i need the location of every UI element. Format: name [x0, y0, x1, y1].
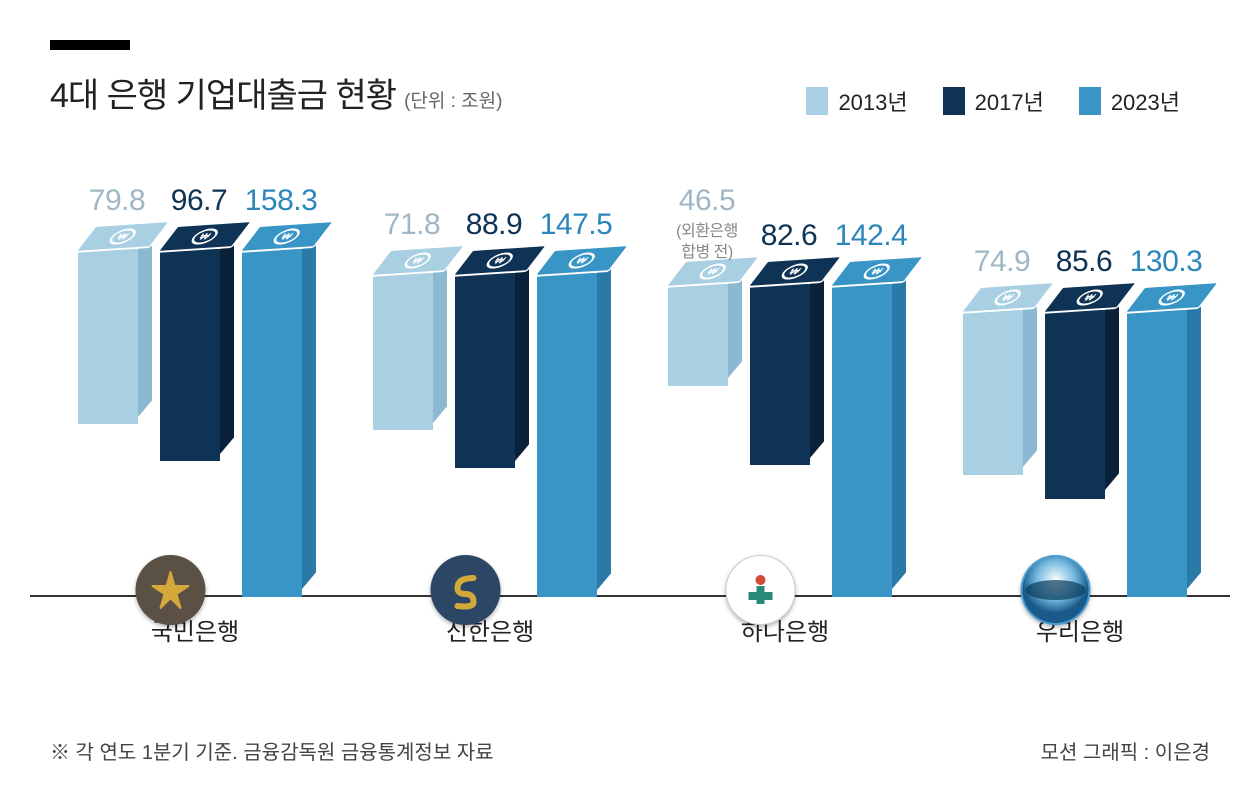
bar: ₩88.9 [455, 273, 525, 469]
bar-value-label: 46.5(외환은행합병 전) [662, 184, 752, 264]
bar-value-label: 96.7 [154, 184, 244, 218]
bar-value-label: 79.8 [72, 184, 162, 218]
bars-wrapper: ₩79.8₩96.7₩158.3 [60, 249, 330, 597]
bar-value-label: 130.3 [1121, 245, 1211, 279]
bar-front [455, 273, 515, 469]
bar-value-label: 142.4 [826, 219, 916, 253]
bank-name-label: 신한은행 [355, 612, 625, 647]
legend-label: 2023년 [1111, 85, 1180, 117]
footnote-left: ※ 각 연도 1분기 기준. 금융감독원 금융통계정보 자료 [50, 736, 494, 765]
bar: ₩85.6 [1045, 310, 1115, 498]
bar-value-label: 82.6 [744, 219, 834, 253]
bar-note-label: (외환은행합병 전) [662, 222, 752, 264]
bar: ₩158.3 [242, 249, 312, 597]
bars-wrapper: ₩46.5(외환은행합병 전)₩82.6₩142.4 [650, 284, 920, 597]
bar: ₩82.6 [750, 284, 820, 466]
bar: ₩79.8 [78, 249, 148, 425]
bank-logo-icon [431, 555, 501, 625]
legend: 2013년 2017년 2023년 [806, 85, 1210, 117]
bar-front [78, 249, 138, 425]
bar-side [1105, 286, 1119, 491]
title-accent-bar [50, 40, 130, 50]
bar-side [302, 224, 316, 589]
bank-name-label: 국민은행 [60, 612, 330, 647]
bar-value-label: 158.3 [236, 184, 326, 218]
legend-label: 2013년 [838, 85, 907, 117]
bar-front [750, 284, 810, 466]
legend-item-2017: 2017년 [943, 85, 1044, 117]
bar-value-label: 74.9 [957, 245, 1047, 279]
bar-front [242, 249, 302, 597]
footer-row: ※ 각 연도 1분기 기준. 금융감독원 금융통계정보 자료 모션 그래픽 : … [50, 736, 1210, 765]
chart-area: ₩79.8₩96.7₩158.3 국민은행 ₩71.8₩88.9₩147.5 신한은행… [50, 147, 1210, 677]
bars-wrapper: ₩71.8₩88.9₩147.5 [355, 273, 625, 598]
legend-swatch [943, 87, 965, 115]
bar: ₩96.7 [160, 249, 230, 462]
chart-title: 4대 은행 기업대출금 현황 [50, 68, 396, 117]
bar-side [1023, 286, 1037, 467]
title-block: 4대 은행 기업대출금 현황 (단위 : 조원) [50, 68, 502, 117]
bank-logo-icon [1021, 555, 1091, 625]
bar-side [515, 248, 529, 460]
bar-side [597, 248, 611, 589]
bar: ₩147.5 [537, 273, 607, 598]
bank-logo-icon [136, 555, 206, 625]
bar-front [1127, 310, 1187, 597]
bar-value-label: 147.5 [531, 208, 621, 242]
bar-value-label: 71.8 [367, 208, 457, 242]
footnote-right: 모션 그래픽 : 이은경 [1041, 736, 1210, 765]
bar-front [537, 273, 597, 598]
bar-front [963, 310, 1023, 475]
bar: ₩74.9 [963, 310, 1033, 475]
unit-label: (단위 : 조원) [404, 86, 502, 113]
legend-item-2013: 2013년 [806, 85, 907, 117]
bar-side [810, 259, 824, 457]
legend-swatch [806, 87, 828, 115]
bar-side [1187, 286, 1201, 589]
bar-front [1045, 310, 1105, 498]
header-row: 4대 은행 기업대출금 현황 (단위 : 조원) 2013년 2017년 202… [50, 68, 1210, 117]
bar-side [220, 224, 234, 453]
bar-front [668, 284, 728, 386]
legend-swatch [1079, 87, 1101, 115]
bar: ₩130.3 [1127, 310, 1197, 597]
bar: ₩46.5(외환은행합병 전) [668, 284, 738, 386]
bar-front [832, 284, 892, 597]
bank-logo-icon [726, 555, 796, 625]
legend-label: 2017년 [975, 85, 1044, 117]
bar: ₩71.8 [373, 273, 443, 431]
bar-front [373, 273, 433, 431]
bar-side [433, 248, 447, 423]
legend-item-2023: 2023년 [1079, 85, 1180, 117]
bars-wrapper: ₩74.9₩85.6₩130.3 [945, 310, 1215, 597]
bar-side [138, 224, 152, 416]
bar: ₩142.4 [832, 284, 902, 597]
bar-value-label: 88.9 [449, 208, 539, 242]
bar-value-label: 85.6 [1039, 245, 1129, 279]
bar-side [892, 259, 906, 589]
bar-front [160, 249, 220, 462]
bank-name-label: 하나은행 [650, 612, 920, 647]
